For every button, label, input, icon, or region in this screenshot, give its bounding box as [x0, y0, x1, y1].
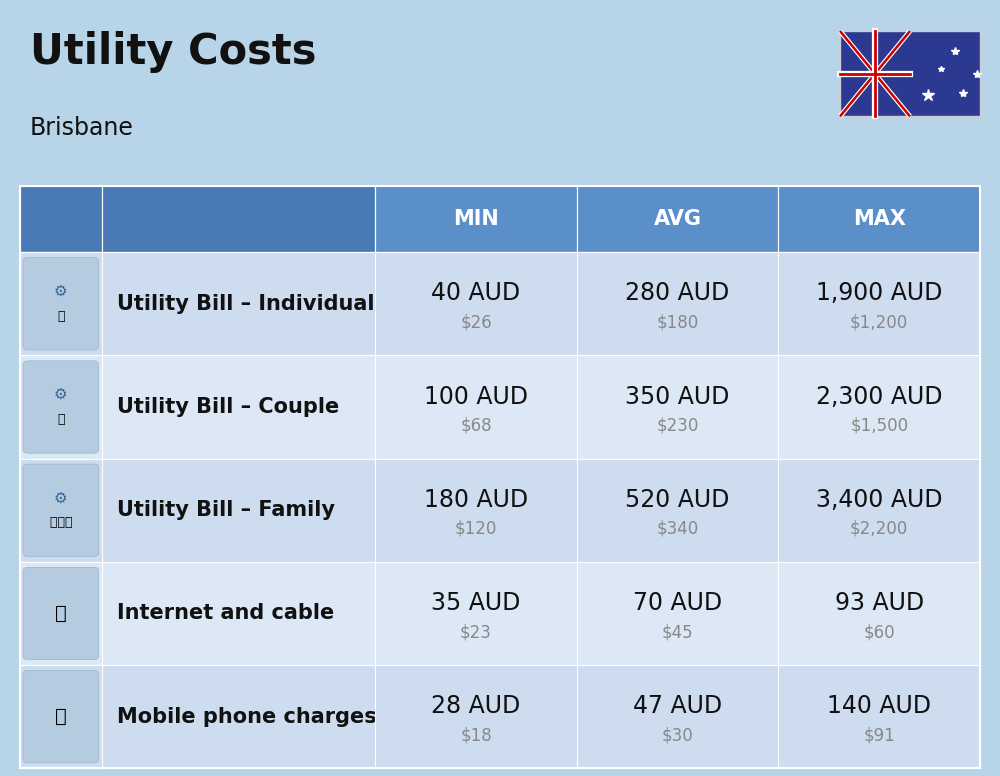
Text: $91: $91	[863, 726, 895, 744]
Text: 180 AUD: 180 AUD	[424, 488, 528, 512]
Text: 40 AUD: 40 AUD	[431, 282, 521, 306]
Text: 👨‍👩‍👧: 👨‍👩‍👧	[50, 516, 72, 529]
Text: MIN: MIN	[453, 210, 499, 229]
Text: $340: $340	[656, 520, 699, 538]
Text: 📶: 📶	[55, 604, 67, 623]
Text: $18: $18	[460, 726, 492, 744]
Text: $60: $60	[863, 623, 895, 641]
Bar	[20, 459, 102, 562]
Text: 100 AUD: 100 AUD	[424, 385, 528, 409]
Text: 280 AUD: 280 AUD	[625, 282, 730, 306]
Text: $180: $180	[656, 314, 699, 331]
Text: $2,200: $2,200	[850, 520, 908, 538]
Text: $68: $68	[460, 417, 492, 435]
Text: 350 AUD: 350 AUD	[625, 385, 730, 409]
Text: $30: $30	[662, 726, 693, 744]
Text: Internet and cable: Internet and cable	[117, 604, 334, 623]
Text: ⚙: ⚙	[54, 490, 68, 505]
Bar	[20, 355, 102, 459]
Text: $120: $120	[455, 520, 497, 538]
FancyBboxPatch shape	[23, 670, 99, 763]
Text: $230: $230	[656, 417, 699, 435]
Text: 140 AUD: 140 AUD	[827, 695, 931, 719]
Text: 1,900 AUD: 1,900 AUD	[816, 282, 942, 306]
Bar	[375, 186, 577, 252]
Bar	[20, 562, 102, 665]
Text: 3,400 AUD: 3,400 AUD	[816, 488, 942, 512]
FancyBboxPatch shape	[23, 361, 99, 453]
Bar	[20, 665, 980, 768]
Bar	[102, 186, 375, 252]
Bar	[778, 186, 980, 252]
Bar	[20, 186, 102, 252]
Text: 47 AUD: 47 AUD	[633, 695, 722, 719]
Bar	[20, 252, 102, 355]
Text: Utility Bill – Individual: Utility Bill – Individual	[117, 294, 374, 314]
Text: 👤: 👤	[57, 310, 65, 323]
Bar	[840, 31, 980, 116]
Text: 35 AUD: 35 AUD	[431, 591, 521, 615]
FancyBboxPatch shape	[23, 464, 99, 556]
Text: AVG: AVG	[654, 210, 702, 229]
Text: 👥: 👥	[57, 413, 65, 426]
Bar	[20, 186, 980, 768]
Text: Utility Bill – Couple: Utility Bill – Couple	[117, 397, 339, 417]
Text: 📱: 📱	[55, 707, 67, 726]
Text: ⚙: ⚙	[54, 284, 68, 299]
Text: MAX: MAX	[853, 210, 906, 229]
Text: $23: $23	[460, 623, 492, 641]
Text: ⚙: ⚙	[54, 387, 68, 402]
Text: 28 AUD: 28 AUD	[431, 695, 521, 719]
Bar	[20, 562, 980, 665]
Text: 70 AUD: 70 AUD	[633, 591, 722, 615]
Bar	[20, 355, 980, 459]
Bar	[577, 186, 778, 252]
Text: 93 AUD: 93 AUD	[835, 591, 924, 615]
Bar	[20, 459, 980, 562]
FancyBboxPatch shape	[23, 258, 99, 350]
FancyBboxPatch shape	[23, 567, 99, 660]
Text: Utility Costs: Utility Costs	[30, 31, 316, 73]
Text: 2,300 AUD: 2,300 AUD	[816, 385, 942, 409]
Text: Mobile phone charges: Mobile phone charges	[117, 707, 376, 726]
Bar	[20, 252, 980, 355]
Text: Utility Bill – Family: Utility Bill – Family	[117, 501, 335, 520]
Text: $26: $26	[460, 314, 492, 331]
Text: 520 AUD: 520 AUD	[625, 488, 730, 512]
Text: Brisbane: Brisbane	[30, 116, 134, 140]
Bar	[20, 665, 102, 768]
Text: $1,200: $1,200	[850, 314, 908, 331]
Text: $1,500: $1,500	[850, 417, 908, 435]
Text: $45: $45	[662, 623, 693, 641]
